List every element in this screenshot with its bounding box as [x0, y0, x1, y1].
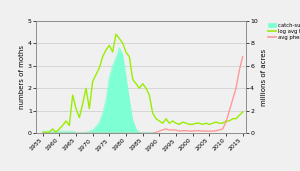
Y-axis label: millions of acres: millions of acres: [261, 48, 267, 106]
Legend: catch-survey data, log avg light trap catch, avg pheromone trap catch/10: catch-survey data, log avg light trap ca…: [266, 21, 300, 42]
Y-axis label: numbers of moths: numbers of moths: [19, 45, 25, 109]
